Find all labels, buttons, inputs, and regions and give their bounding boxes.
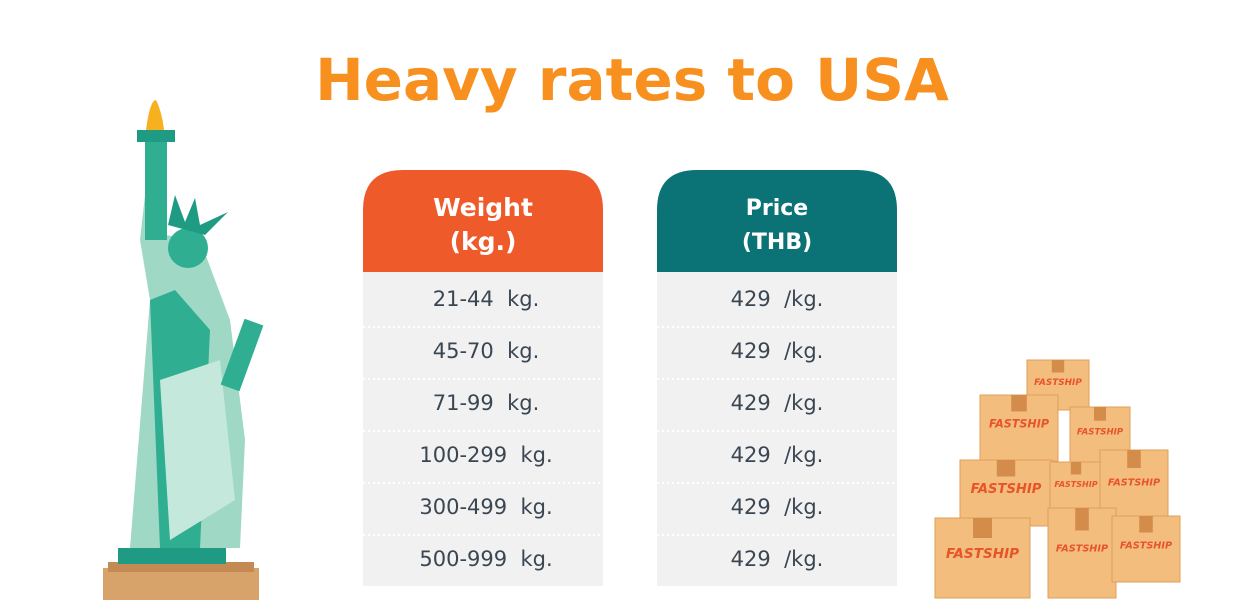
box-label: FASTSHIP <box>1054 480 1097 489</box>
rate-table: Weight (kg.) 21-44 kg. 45-70 kg. 71-99 kg. 10… <box>363 170 897 586</box>
box-label: FASTSHIP <box>1120 541 1172 552</box>
box-tape <box>1094 407 1106 421</box>
box-tape <box>1139 516 1153 533</box>
box-label: FASTSHIP <box>971 482 1042 497</box>
box-label: FASTSHIP <box>1034 378 1082 388</box>
cell: 429 /kg. <box>731 391 824 415</box>
column-header: Price <box>746 196 808 221</box>
cell: 500-999 kg. <box>419 547 552 571</box>
column-body <box>657 272 897 586</box>
cell: 429 /kg. <box>731 287 824 311</box>
column-header-bg <box>657 170 897 272</box>
box-tape <box>1011 395 1027 412</box>
box-tape <box>1051 360 1065 373</box>
box-label: FASTSHIP <box>1077 427 1124 437</box>
cell: 429 /kg. <box>731 547 824 571</box>
cell: 100-299 kg. <box>419 443 552 467</box>
cell: 300-499 kg. <box>419 495 552 519</box>
box-tape <box>1127 450 1141 468</box>
box-label: FASTSHIP <box>989 418 1049 431</box>
cell: 429 /kg. <box>731 339 824 363</box>
column-header: (kg.) <box>450 227 517 256</box>
column-header: (THB) <box>742 230 812 255</box>
statue-illustration <box>103 100 264 600</box>
box-tape <box>996 460 1016 477</box>
column-body <box>363 272 603 586</box>
cell: 429 /kg. <box>731 495 824 519</box>
cell: 21-44 kg. <box>433 287 540 311</box>
cell: 71-99 kg. <box>433 391 540 415</box>
box-label: FASTSHIP <box>1108 477 1160 488</box>
title: Heavy rates to USA <box>315 46 949 114</box>
column-header: Weight <box>433 193 533 222</box>
box-tape <box>1070 462 1082 475</box>
cell: 45-70 kg. <box>433 339 540 363</box>
box-label: FASTSHIP <box>1056 544 1108 555</box>
box-tape <box>973 518 992 538</box>
column-header-bg <box>363 170 603 272</box>
box-label: FASTSHIP <box>946 546 1019 562</box>
boxes-illustration: FASTSHIP FASTSHIP FASTSHIP FASTSHIP FASTSHIP… <box>934 359 1181 599</box>
cell: 429 /kg. <box>731 443 824 467</box>
box-tape <box>1075 508 1089 531</box>
